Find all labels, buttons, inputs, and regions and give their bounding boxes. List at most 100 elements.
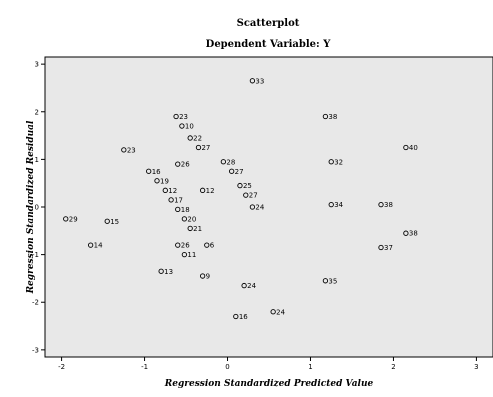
data-point: 38 xyxy=(378,201,393,209)
data-point: 14 xyxy=(87,242,103,250)
point-label: 35 xyxy=(328,277,337,285)
y-tick-label: 3 xyxy=(35,61,39,69)
point-label: 6 xyxy=(210,242,215,250)
point-label: 33 xyxy=(255,77,264,85)
point-marker xyxy=(162,187,168,193)
data-point: 25 xyxy=(237,182,252,190)
point-label: 26 xyxy=(181,242,190,250)
data-point: 34 xyxy=(328,201,344,209)
data-point: 19 xyxy=(154,177,169,185)
data-point: 20 xyxy=(181,215,196,223)
point-marker xyxy=(175,206,181,213)
y-tick-label: 2 xyxy=(35,108,39,116)
point-label: 24 xyxy=(276,308,285,316)
data-point: 28 xyxy=(220,158,235,166)
data-point: 24 xyxy=(241,282,257,290)
data-point: 24 xyxy=(270,308,286,316)
y-tick-label: 0 xyxy=(35,204,39,212)
point-label: 34 xyxy=(334,201,343,209)
x-tick-label: 0 xyxy=(225,363,229,371)
data-point: 29 xyxy=(63,215,78,223)
chart-subtitle: Dependent Variable: Y xyxy=(206,39,332,50)
point-label: 40 xyxy=(409,144,418,152)
point-label: 11 xyxy=(187,251,196,259)
point-marker xyxy=(237,182,243,189)
point-marker xyxy=(173,113,179,120)
point-marker xyxy=(63,216,69,222)
data-point: 35 xyxy=(322,277,337,285)
point-label: 26 xyxy=(181,161,190,169)
data-point: 27 xyxy=(243,192,258,200)
y-tick-label: -2 xyxy=(32,299,39,307)
point-label: 32 xyxy=(334,158,343,166)
point-label: 38 xyxy=(409,230,418,238)
data-point: 15 xyxy=(104,218,119,226)
point-marker xyxy=(87,242,94,248)
data-point: 12 xyxy=(162,187,177,195)
point-marker xyxy=(121,147,127,153)
point-marker xyxy=(199,187,206,193)
point-label: 23 xyxy=(179,113,188,121)
data-points: 2914152316191217182021231022272626116131… xyxy=(63,77,418,321)
data-point: 40 xyxy=(403,144,418,152)
point-marker xyxy=(249,204,256,210)
point-marker xyxy=(181,251,188,258)
data-point: 16 xyxy=(146,168,161,176)
point-label: 14 xyxy=(94,242,103,250)
data-point: 32 xyxy=(328,158,343,166)
point-marker xyxy=(270,309,276,315)
point-marker xyxy=(378,244,384,251)
plot-area xyxy=(44,56,493,358)
point-label: 16 xyxy=(239,313,248,321)
point-marker xyxy=(322,278,329,284)
point-label: 27 xyxy=(249,192,258,200)
point-label: 24 xyxy=(247,282,256,290)
point-label: 16 xyxy=(152,168,161,176)
point-marker xyxy=(158,268,164,274)
x-tick-label: 3 xyxy=(474,363,478,371)
point-label: 27 xyxy=(235,168,244,176)
point-label: 38 xyxy=(328,113,337,121)
point-marker xyxy=(204,242,210,248)
y-tick-label: 1 xyxy=(35,156,39,164)
data-point: 22 xyxy=(187,134,202,142)
data-point: 21 xyxy=(187,225,202,233)
point-marker xyxy=(378,201,384,208)
x-tick-label: 1 xyxy=(308,363,312,371)
data-point: 38 xyxy=(322,113,337,121)
point-marker xyxy=(179,123,185,129)
point-label: 13 xyxy=(164,268,173,276)
data-point: 13 xyxy=(158,268,173,276)
point-marker xyxy=(243,192,249,198)
point-label: 9 xyxy=(206,273,210,281)
point-marker xyxy=(104,218,110,224)
data-point: 9 xyxy=(199,273,210,281)
point-marker xyxy=(199,273,206,279)
data-point: 11 xyxy=(181,251,196,259)
point-label: 28 xyxy=(226,158,235,166)
point-marker xyxy=(154,178,160,184)
x-axis-label: Regression Standardized Predicted Value xyxy=(164,379,374,389)
point-label: 18 xyxy=(181,206,190,214)
point-label: 27 xyxy=(201,144,210,152)
point-marker xyxy=(187,135,193,141)
point-marker xyxy=(403,144,409,151)
data-point: 27 xyxy=(229,168,244,176)
point-marker xyxy=(229,168,235,174)
data-point: 12 xyxy=(199,187,215,195)
point-marker xyxy=(175,242,181,248)
data-point: 26 xyxy=(175,161,190,169)
point-marker xyxy=(241,282,247,289)
y-tick-label: -1 xyxy=(32,251,39,259)
data-point: 33 xyxy=(249,77,264,85)
point-marker xyxy=(233,313,239,320)
data-point: 24 xyxy=(249,204,265,212)
data-point: 37 xyxy=(378,244,393,252)
point-label: 23 xyxy=(127,146,136,154)
point-marker xyxy=(195,144,202,151)
point-label: 12 xyxy=(206,187,215,195)
point-label: 25 xyxy=(243,182,252,190)
data-point: 10 xyxy=(179,123,194,131)
